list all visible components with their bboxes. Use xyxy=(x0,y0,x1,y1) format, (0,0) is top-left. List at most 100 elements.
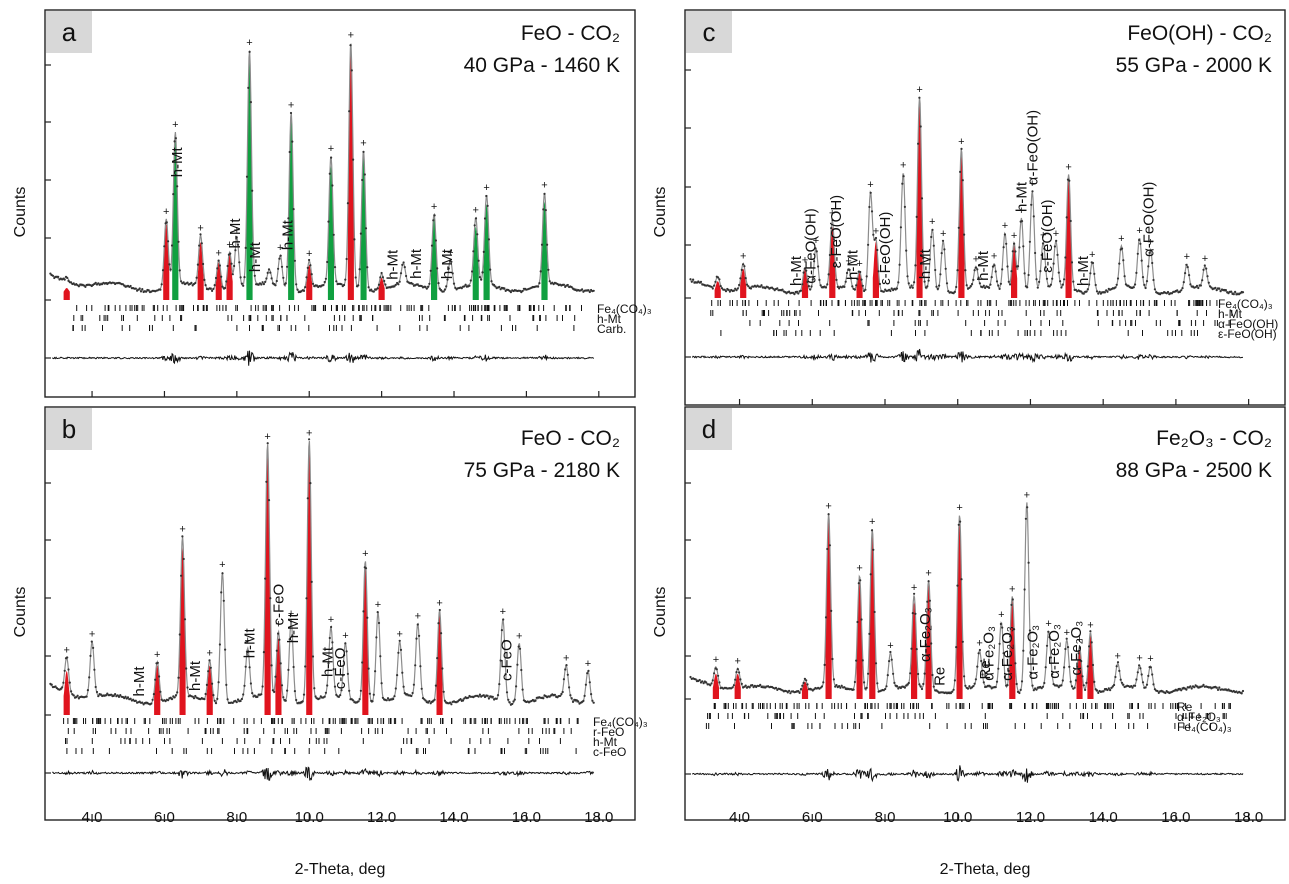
observed-point xyxy=(1123,275,1126,278)
observed-point xyxy=(1120,681,1124,684)
panel-a-plot: +++++++++++++++++ +h-Mth-Mth-Mth-Mth-Mt h-… xyxy=(45,30,652,397)
observed-point xyxy=(225,280,228,283)
observed-point xyxy=(278,638,281,641)
observed-point xyxy=(167,699,170,702)
observed-point xyxy=(976,665,979,668)
observed-point xyxy=(174,694,177,697)
observed-point xyxy=(995,680,999,683)
observed-point xyxy=(106,692,109,695)
observed-point xyxy=(397,283,400,286)
observed-point xyxy=(314,695,317,698)
observed-point xyxy=(1234,290,1237,293)
observed-point xyxy=(322,284,325,287)
observed-point xyxy=(1127,284,1130,287)
svg-text:a: a xyxy=(62,17,77,47)
observed-point xyxy=(919,125,922,128)
observed-point xyxy=(129,697,132,700)
observed-point xyxy=(264,280,267,283)
x-tick-label: 4.0 xyxy=(82,809,103,826)
peak-marker: + xyxy=(1018,205,1024,217)
observed-point xyxy=(362,610,365,613)
observed-point xyxy=(953,679,957,682)
observed-point xyxy=(1001,268,1004,271)
observed-point xyxy=(566,673,569,676)
observed-point xyxy=(296,288,299,291)
observed-point xyxy=(213,284,216,287)
observed-point xyxy=(959,520,962,523)
observed-point xyxy=(366,266,369,269)
observed-point xyxy=(1065,216,1068,219)
observed-point xyxy=(159,288,162,291)
peak-label: h-Mt xyxy=(439,248,456,279)
observed-point xyxy=(1152,683,1155,686)
observed-point xyxy=(538,282,541,285)
observed-point xyxy=(1094,283,1097,287)
observed-point xyxy=(1145,683,1149,686)
observed-point xyxy=(1241,689,1245,693)
panel-c-tag: c xyxy=(686,11,732,53)
observed-point xyxy=(961,179,964,182)
observed-point xyxy=(588,290,591,294)
observed-point xyxy=(969,285,972,288)
observed-point xyxy=(1089,630,1092,633)
observed-point xyxy=(328,172,331,175)
observed-point xyxy=(736,287,739,290)
x-tick-label: 18.0 xyxy=(584,809,613,826)
observed-point xyxy=(301,700,304,703)
observed-point xyxy=(1195,284,1199,287)
observed-point xyxy=(313,687,316,690)
observed-point xyxy=(806,683,809,686)
observed-point xyxy=(776,287,779,290)
observed-point xyxy=(231,701,234,705)
observed-point xyxy=(318,697,321,700)
observed-point xyxy=(709,684,712,687)
observed-point xyxy=(372,290,375,293)
observed-point xyxy=(793,293,796,296)
observed-point xyxy=(59,687,62,690)
peak-marker: + xyxy=(483,182,489,194)
observed-point xyxy=(903,686,907,689)
peak-marker: + xyxy=(887,640,893,652)
peak-fill-green xyxy=(541,201,548,300)
observed-point xyxy=(416,623,419,626)
peak-marker: + xyxy=(1147,653,1153,665)
observed-point xyxy=(848,268,851,271)
observed-point xyxy=(1206,275,1209,278)
observed-point xyxy=(440,632,443,635)
observed-point xyxy=(902,175,905,178)
observed-point xyxy=(1032,689,1035,692)
observed-point xyxy=(516,663,519,666)
observed-point xyxy=(1080,660,1083,663)
observed-point xyxy=(874,662,878,665)
panel-c-y-axis-title: Counts xyxy=(652,187,669,238)
observed-point xyxy=(1026,506,1029,509)
observed-point xyxy=(511,702,514,706)
observed-point xyxy=(743,265,746,268)
observed-point xyxy=(1134,283,1137,286)
observed-point xyxy=(443,699,446,702)
observed-point xyxy=(54,685,57,688)
observed-point xyxy=(462,699,465,702)
observed-point xyxy=(1030,672,1033,675)
observed-point xyxy=(951,690,954,693)
observed-point xyxy=(399,648,403,652)
observed-point xyxy=(999,622,1003,626)
observed-point xyxy=(989,685,992,688)
observed-point xyxy=(738,671,741,674)
observed-point xyxy=(502,618,505,621)
observed-point xyxy=(1138,238,1141,242)
observed-point xyxy=(304,286,307,289)
observed-point xyxy=(1093,272,1096,275)
observed-point xyxy=(1202,268,1205,271)
observed-point xyxy=(517,645,520,648)
peak-marker: + xyxy=(585,658,591,670)
observed-point xyxy=(961,640,964,643)
observed-point xyxy=(963,233,966,236)
observed-point xyxy=(838,685,841,688)
observed-point xyxy=(252,252,255,255)
observed-point xyxy=(217,681,220,684)
observed-point xyxy=(914,264,917,267)
observed-point xyxy=(289,111,293,115)
observed-point xyxy=(277,632,280,635)
observed-point xyxy=(84,285,87,288)
